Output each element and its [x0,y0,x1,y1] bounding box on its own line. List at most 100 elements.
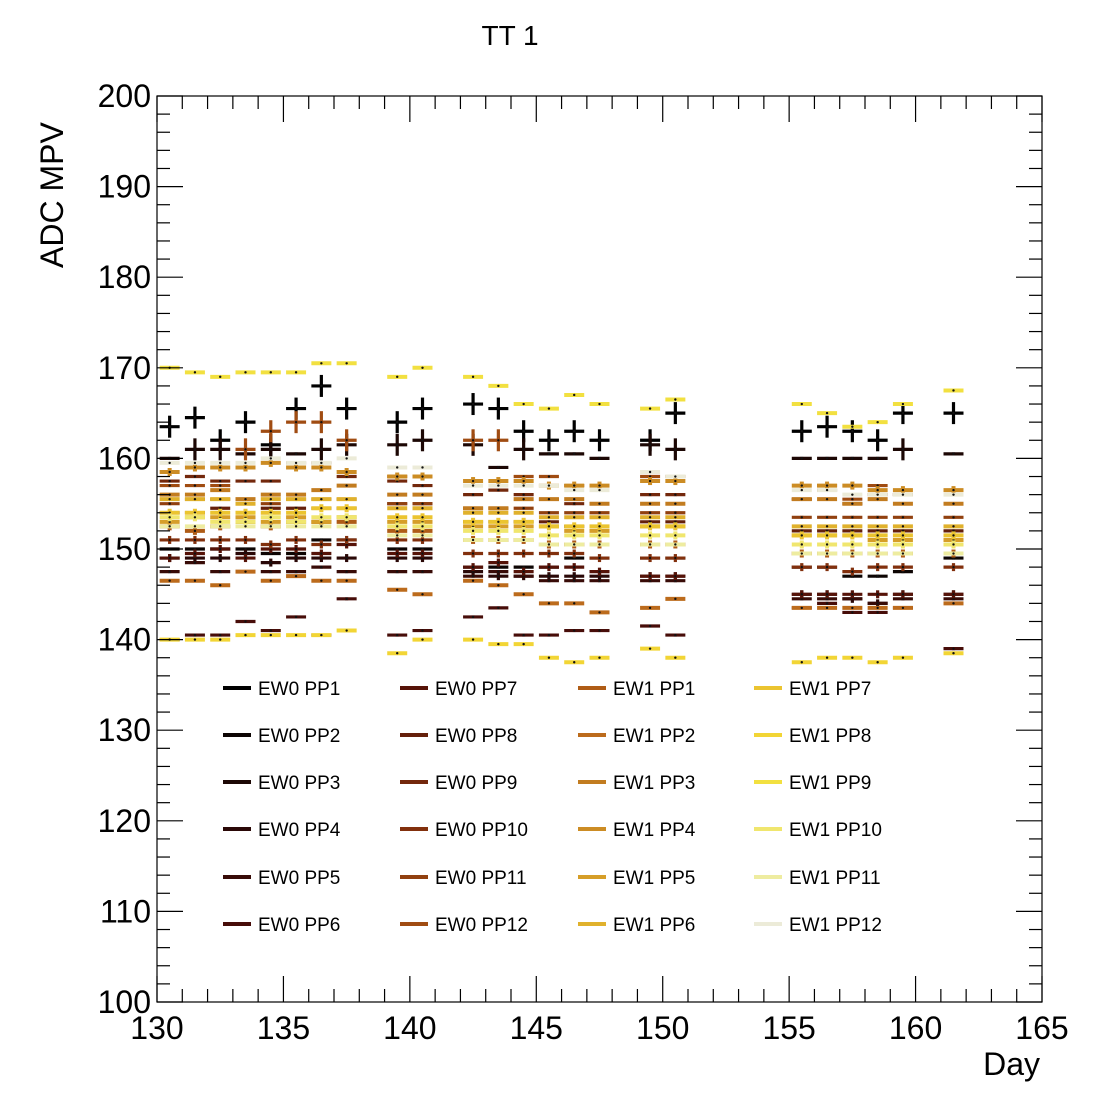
data-point [210,633,231,637]
legend-item: EW0 PP10 [400,820,528,841]
data-point [817,456,838,460]
data-point [842,540,863,549]
data-point [260,540,281,549]
data-point [235,554,256,563]
data-point [159,467,180,476]
data-point [412,483,433,488]
y-tick-label: 120 [98,803,151,839]
data-point [159,524,180,529]
data-point [817,601,838,605]
data-point [235,633,256,638]
data-point [564,579,585,583]
data-point [892,563,913,572]
data-point [538,572,559,581]
legend-label: EW1 PP4 [613,820,696,841]
data-point [892,402,913,407]
y-tick-label: 200 [98,78,151,114]
data-point [336,578,357,583]
data-point [564,420,585,443]
data-point [159,460,180,465]
data-point [640,522,661,531]
data-point [791,488,812,493]
data-point [412,570,433,574]
data-point [260,370,281,375]
data-point [665,542,686,547]
data-point [589,531,610,540]
data-point [640,605,661,610]
data-point [817,551,838,556]
data-point [311,460,332,465]
legend-item: EW1 PP2 [578,726,695,747]
data-point [538,406,559,411]
data-point [387,633,408,637]
data-point [311,361,332,366]
data-point [210,497,231,502]
data-point [842,655,863,660]
data-point [817,411,838,416]
data-point [513,510,534,515]
data-point [513,642,534,647]
legend-item: EW0 PP3 [223,773,340,794]
data-point [488,483,509,488]
x-tick-label: 140 [383,1010,436,1046]
data-point [538,549,559,558]
data-point [867,492,888,497]
data-point [791,563,812,572]
legend-label: EW0 PP12 [435,915,528,936]
data-point [892,438,913,461]
data-point [260,633,281,638]
data-point [665,474,686,479]
series-ew0-pp7 [159,540,964,599]
y-tick-label: 190 [98,169,151,205]
data-point [791,590,812,599]
data-point [538,563,559,572]
data-point [159,479,180,483]
data-point [867,531,888,540]
data-point [463,549,484,558]
data-point [538,511,559,515]
legend-item: EW0 PP4 [223,820,341,841]
data-point [842,497,863,501]
data-point [589,488,610,493]
data-point [564,628,585,633]
data-point [463,493,484,497]
legend-label: EW1 PP8 [789,726,871,747]
data-point [336,397,357,420]
axes: 130 135 140 145 150 155 160 165 100 110 120 130 140 1… [98,78,1069,1046]
data-point [286,574,307,579]
data-point [892,540,913,549]
data-point [210,508,231,517]
data-point [564,452,585,456]
data-point [184,524,205,529]
data-point [235,508,256,517]
data-point [513,517,534,526]
data-point [336,513,357,522]
data-point [286,633,307,638]
data-point [159,578,180,583]
data-point [210,583,231,588]
legend-label: EW0 PP6 [258,915,340,936]
data-point [488,642,509,647]
data-point [311,540,332,549]
data-point [463,637,484,642]
chart-title: TT 1 [481,20,538,51]
data-point [589,554,610,563]
data-point [412,522,433,531]
data-point [210,438,231,461]
legend-item: EW1 PP11 [754,868,881,889]
data-point [943,551,964,556]
data-point [412,592,433,597]
series-ew1-pp11 [159,524,964,556]
data-point [336,429,357,452]
data-point [286,545,307,553]
data-point [463,526,484,535]
data-point [513,493,534,497]
data-point [260,420,281,443]
data-point [589,567,610,576]
data-point [564,515,585,520]
data-point [488,570,509,574]
data-point [892,590,913,599]
data-point [817,655,838,660]
data-point [589,511,610,515]
data-point [640,501,661,506]
